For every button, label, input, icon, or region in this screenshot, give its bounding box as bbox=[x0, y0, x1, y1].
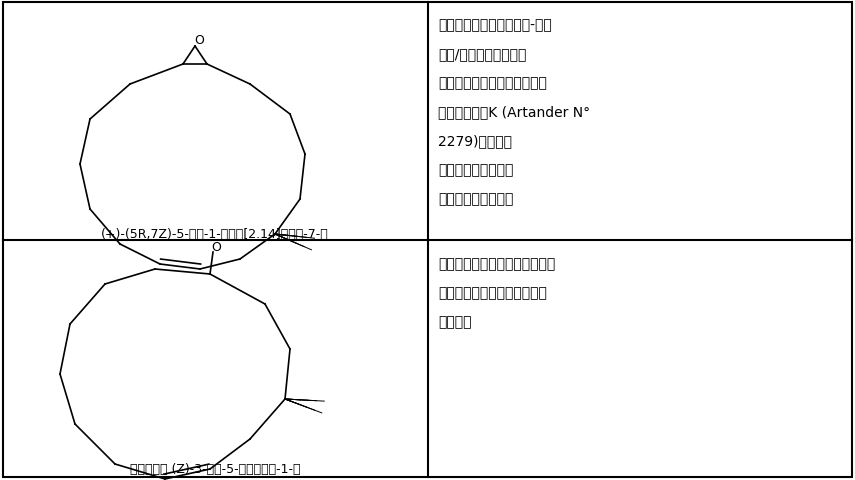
Text: 庝香、硝基庝香，具有蜡-脂肪: 庝香、硝基庝香，具有蜡-脂肪 bbox=[438, 18, 551, 32]
Text: 庝香，动物，强烈的硝基特性。: 庝香，动物，强烈的硝基特性。 bbox=[438, 256, 555, 270]
Text: 比对应的酮更新鲜，并且唤起: 比对应的酮更新鲜，并且唤起 bbox=[438, 76, 547, 90]
Text: (+)-(5R,7Z)-5-甲基-1-氧杂螺[2.14]十七碳-7-烯: (+)-(5R,7Z)-5-甲基-1-氧杂螺[2.14]十七碳-7-烯 bbox=[101, 228, 329, 240]
Text: 无木质香调或特性。: 无木质香调或特性。 bbox=[438, 192, 513, 205]
Text: O: O bbox=[194, 35, 204, 48]
Text: O: O bbox=[211, 241, 221, 254]
Text: 无水果香调或特性。: 无水果香调或特性。 bbox=[438, 163, 513, 177]
Text: 物特性。: 物特性。 bbox=[438, 314, 471, 328]
Text: 硝基庝香庝香K (Artander N°: 硝基庝香庝香K (Artander N° bbox=[438, 105, 590, 119]
Text: 比对应的环氧化物多得多的动: 比对应的环氧化物多得多的动 bbox=[438, 286, 547, 300]
Text: 和醛/花香特性的香调。: 和醛/花香特性的香调。 bbox=[438, 47, 527, 61]
Text: 2279)的香调。: 2279)的香调。 bbox=[438, 134, 512, 148]
Text: 庝香烯酮： (Z)-3-甲基-5-环十五碳烯-1-酮: 庝香烯酮： (Z)-3-甲基-5-环十五碳烯-1-酮 bbox=[130, 462, 300, 475]
